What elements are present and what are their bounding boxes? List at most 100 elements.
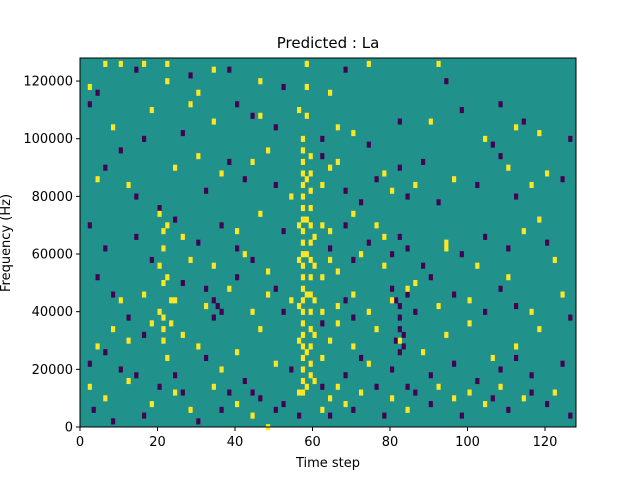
- heatmap-cell-high: [161, 279, 166, 287]
- heatmap-cell-low: [351, 314, 356, 321]
- heatmap-cell-high: [300, 158, 306, 165]
- heatmap-cell-high: [300, 343, 306, 350]
- heatmap-cell-high: [506, 274, 511, 281]
- heatmap-cell-low: [475, 181, 480, 189]
- heatmap-cell-high: [467, 297, 472, 304]
- heatmap-cell-high: [273, 360, 278, 367]
- heatmap-cell-high: [359, 389, 364, 396]
- heatmap-cell-low: [273, 406, 278, 413]
- heatmap-cell-high: [297, 222, 302, 229]
- heatmap-cell-low: [242, 377, 247, 385]
- heatmap-cell-high: [308, 343, 313, 350]
- heatmap-cell-low: [134, 233, 139, 240]
- heatmap-cell-low: [351, 406, 356, 413]
- heatmap-cell-low: [87, 360, 92, 367]
- heatmap-cell-high: [335, 320, 340, 327]
- heatmap-cell-low: [483, 308, 488, 315]
- heatmap-cell-high: [351, 343, 356, 350]
- y-tick-label: 100000: [23, 132, 73, 147]
- chart-title: Predicted : La: [277, 34, 380, 52]
- heatmap-cell-high: [95, 176, 100, 183]
- heatmap-cell-low: [560, 176, 565, 183]
- heatmap-cell-low: [405, 383, 410, 390]
- heatmap-cell-low: [204, 285, 209, 292]
- heatmap-cell-high: [382, 233, 387, 240]
- heatmap-cell-high: [300, 285, 306, 292]
- heatmap-cell-high: [165, 274, 170, 281]
- heatmap-cell-high: [467, 320, 472, 327]
- heatmap-cell-low: [281, 228, 286, 235]
- heatmap-cell-low: [103, 349, 108, 356]
- heatmap-cell-low: [374, 176, 379, 183]
- heatmap-cell-high: [304, 251, 309, 258]
- heatmap-cell-high: [297, 256, 302, 263]
- heatmap-cell-high: [300, 228, 306, 235]
- heatmap-cell-high: [300, 193, 306, 200]
- heatmap-cell-high: [258, 112, 263, 119]
- heatmap-cell-high: [297, 337, 302, 344]
- heatmap-cell-high: [157, 210, 162, 217]
- heatmap-cell-low: [211, 297, 216, 304]
- heatmap-cell-low: [157, 205, 162, 212]
- heatmap-cell-low: [180, 389, 185, 396]
- heatmap-cell-low: [91, 406, 96, 413]
- heatmap-cell-low: [459, 412, 464, 419]
- heatmap-cell-high: [359, 251, 364, 258]
- heatmap-cell-high: [304, 176, 309, 183]
- heatmap-cell-high: [289, 193, 294, 200]
- heatmap-cell-high: [165, 60, 170, 67]
- heatmap-cell-high: [308, 291, 313, 298]
- heatmap-cell-low: [393, 297, 399, 304]
- heatmap-cell-high: [304, 383, 309, 390]
- heatmap-cell-high: [180, 233, 185, 240]
- heatmap-cell-high: [300, 170, 306, 177]
- heatmap-cell-high: [312, 262, 317, 269]
- heatmap-cell-high: [328, 228, 333, 235]
- heatmap-cell-high: [87, 83, 92, 91]
- heatmap-cell-low: [188, 72, 193, 79]
- x-tick-label: 40: [227, 435, 244, 450]
- heatmap-cell-high: [266, 147, 271, 154]
- heatmap-cell-high: [118, 60, 123, 67]
- heatmap-cell-high: [157, 262, 162, 269]
- heatmap-cell-low: [506, 406, 511, 413]
- heatmap-cell-low: [235, 101, 240, 108]
- heatmap-cell-high: [560, 291, 565, 298]
- heatmap-cell-low: [397, 233, 402, 240]
- heatmap-cell-low: [521, 118, 526, 125]
- heatmap-cell-low: [204, 354, 209, 361]
- heatmap-cell-high: [165, 354, 170, 361]
- heatmap-cell-low: [281, 401, 286, 408]
- heatmap-cell-high: [529, 181, 534, 189]
- heatmap-cell-low: [219, 308, 224, 315]
- heatmap-cell-low: [235, 274, 240, 281]
- heatmap-cell-high: [304, 216, 309, 223]
- heatmap-cell-high: [235, 401, 240, 408]
- heatmap-cell-high: [149, 401, 154, 408]
- heatmap-cell-low: [529, 389, 534, 396]
- heatmap-cell-high: [366, 60, 371, 67]
- heatmap-cell-high: [413, 181, 418, 189]
- heatmap-cell-high: [300, 377, 306, 385]
- heatmap-cell-low: [149, 256, 154, 263]
- heatmap-cell-high: [173, 389, 178, 396]
- heatmap-cell-high: [300, 135, 306, 142]
- heatmap-cell-low: [204, 187, 209, 194]
- heatmap-cell-low: [397, 314, 402, 321]
- heatmap-cell-low: [328, 412, 333, 419]
- heatmap-cell-high: [436, 60, 441, 67]
- heatmap-cell-low: [560, 360, 565, 367]
- heatmap-cell-low: [111, 291, 116, 298]
- heatmap-cell-low: [459, 107, 464, 114]
- heatmap-cell-low: [320, 320, 325, 327]
- heatmap-cell-high: [308, 326, 313, 333]
- heatmap-cell-high: [211, 383, 216, 390]
- heatmap-cell-low: [250, 112, 255, 119]
- heatmap-cell-high: [312, 331, 317, 338]
- heatmap-cell-high: [436, 383, 441, 390]
- heatmap-cell-high: [490, 354, 495, 361]
- heatmap-cell-high: [343, 401, 348, 408]
- heatmap-cell-low: [413, 308, 418, 315]
- heatmap-cell-low: [273, 285, 278, 292]
- heatmap-cell-high: [219, 170, 224, 177]
